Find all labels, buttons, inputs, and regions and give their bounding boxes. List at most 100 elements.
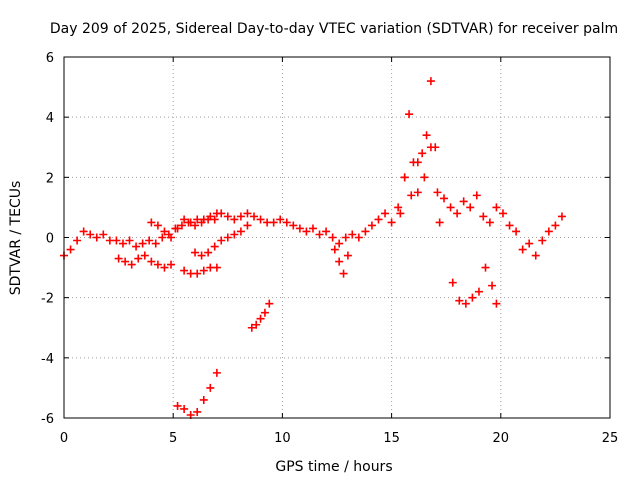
data-point xyxy=(466,203,475,212)
data-point xyxy=(405,110,414,119)
data-point xyxy=(256,215,265,224)
data-point xyxy=(147,218,156,227)
data-point xyxy=(435,218,444,227)
data-point xyxy=(367,221,376,230)
data-point xyxy=(335,239,344,248)
data-point xyxy=(446,203,455,212)
data-point xyxy=(86,230,95,239)
y-tick-label: -6 xyxy=(41,412,54,427)
data-point xyxy=(173,401,182,410)
data-point xyxy=(114,254,123,263)
data-point xyxy=(492,203,501,212)
data-point xyxy=(99,230,108,239)
data-point xyxy=(217,236,226,245)
data-point xyxy=(335,257,344,266)
data-point xyxy=(223,233,232,242)
data-point xyxy=(498,209,507,218)
data-point xyxy=(448,278,457,287)
data-point xyxy=(197,251,206,260)
data-point xyxy=(459,197,468,206)
data-point xyxy=(418,149,427,158)
data-point xyxy=(269,218,278,227)
data-point xyxy=(518,245,527,254)
data-point xyxy=(167,233,176,242)
data-point xyxy=(210,242,219,251)
data-points xyxy=(60,77,566,419)
data-point xyxy=(118,239,127,248)
data-point xyxy=(206,212,215,221)
x-tick-label: 10 xyxy=(274,431,291,446)
data-point xyxy=(295,224,304,233)
data-series xyxy=(147,209,221,242)
data-point xyxy=(433,188,442,197)
data-point xyxy=(186,218,195,227)
data-series xyxy=(180,263,221,278)
data-series xyxy=(173,368,221,419)
data-point xyxy=(315,230,324,239)
data-point xyxy=(531,251,540,260)
data-point xyxy=(180,266,189,275)
data-point xyxy=(112,236,121,245)
data-point xyxy=(127,260,136,269)
data-point xyxy=(206,383,215,392)
y-axis-ticks: -6 -4 -2 0 2 4 6 xyxy=(41,51,610,427)
data-point xyxy=(256,314,265,323)
data-point xyxy=(409,158,418,167)
data-point xyxy=(302,227,311,236)
data-point xyxy=(167,260,176,269)
data-point xyxy=(488,281,497,290)
chart-title: Day 209 of 2025, Sidereal Day-to-day VTE… xyxy=(50,21,618,37)
x-tick-label: 20 xyxy=(493,431,510,446)
data-point xyxy=(158,233,167,242)
data-point xyxy=(544,227,553,236)
data-point xyxy=(400,173,409,182)
data-point xyxy=(247,323,256,332)
data-point xyxy=(330,245,339,254)
y-axis-label: SDTVAR / TECUs xyxy=(8,181,24,296)
data-point xyxy=(551,221,560,230)
data-point xyxy=(191,221,200,230)
data-point xyxy=(160,227,169,236)
data-point xyxy=(212,209,221,218)
data-point xyxy=(223,212,232,221)
data-point xyxy=(66,245,75,254)
data-point xyxy=(92,233,101,242)
data-point xyxy=(250,212,259,221)
data-point xyxy=(474,287,483,296)
data-point xyxy=(236,212,245,221)
data-point xyxy=(204,248,213,257)
data-point xyxy=(180,404,189,413)
data-point xyxy=(341,233,350,242)
data-point xyxy=(125,236,134,245)
data-point xyxy=(538,236,547,245)
data-point xyxy=(243,209,252,218)
data-point xyxy=(193,269,202,278)
data-series xyxy=(60,143,566,260)
data-point xyxy=(199,215,208,224)
data-point xyxy=(236,227,245,236)
data-point xyxy=(260,308,269,317)
data-series xyxy=(191,221,252,260)
y-tick-label: 2 xyxy=(46,171,54,186)
data-point xyxy=(177,221,186,230)
data-point xyxy=(396,209,405,218)
x-tick-label: 25 xyxy=(602,431,619,446)
data-point xyxy=(153,260,162,269)
data-point xyxy=(328,233,337,242)
data-point xyxy=(468,293,477,302)
data-point xyxy=(265,299,274,308)
data-point xyxy=(153,221,162,230)
data-point xyxy=(151,239,160,248)
data-point xyxy=(394,203,403,212)
data-point xyxy=(252,320,261,329)
data-point xyxy=(440,194,449,203)
x-tick-label: 5 xyxy=(169,431,177,446)
data-point xyxy=(212,263,221,272)
data-point xyxy=(387,218,396,227)
data-point xyxy=(138,239,147,248)
data-point xyxy=(472,191,481,200)
data-point xyxy=(413,188,422,197)
x-tick-label: 15 xyxy=(383,431,400,446)
data-point xyxy=(173,224,182,233)
data-point xyxy=(455,296,464,305)
